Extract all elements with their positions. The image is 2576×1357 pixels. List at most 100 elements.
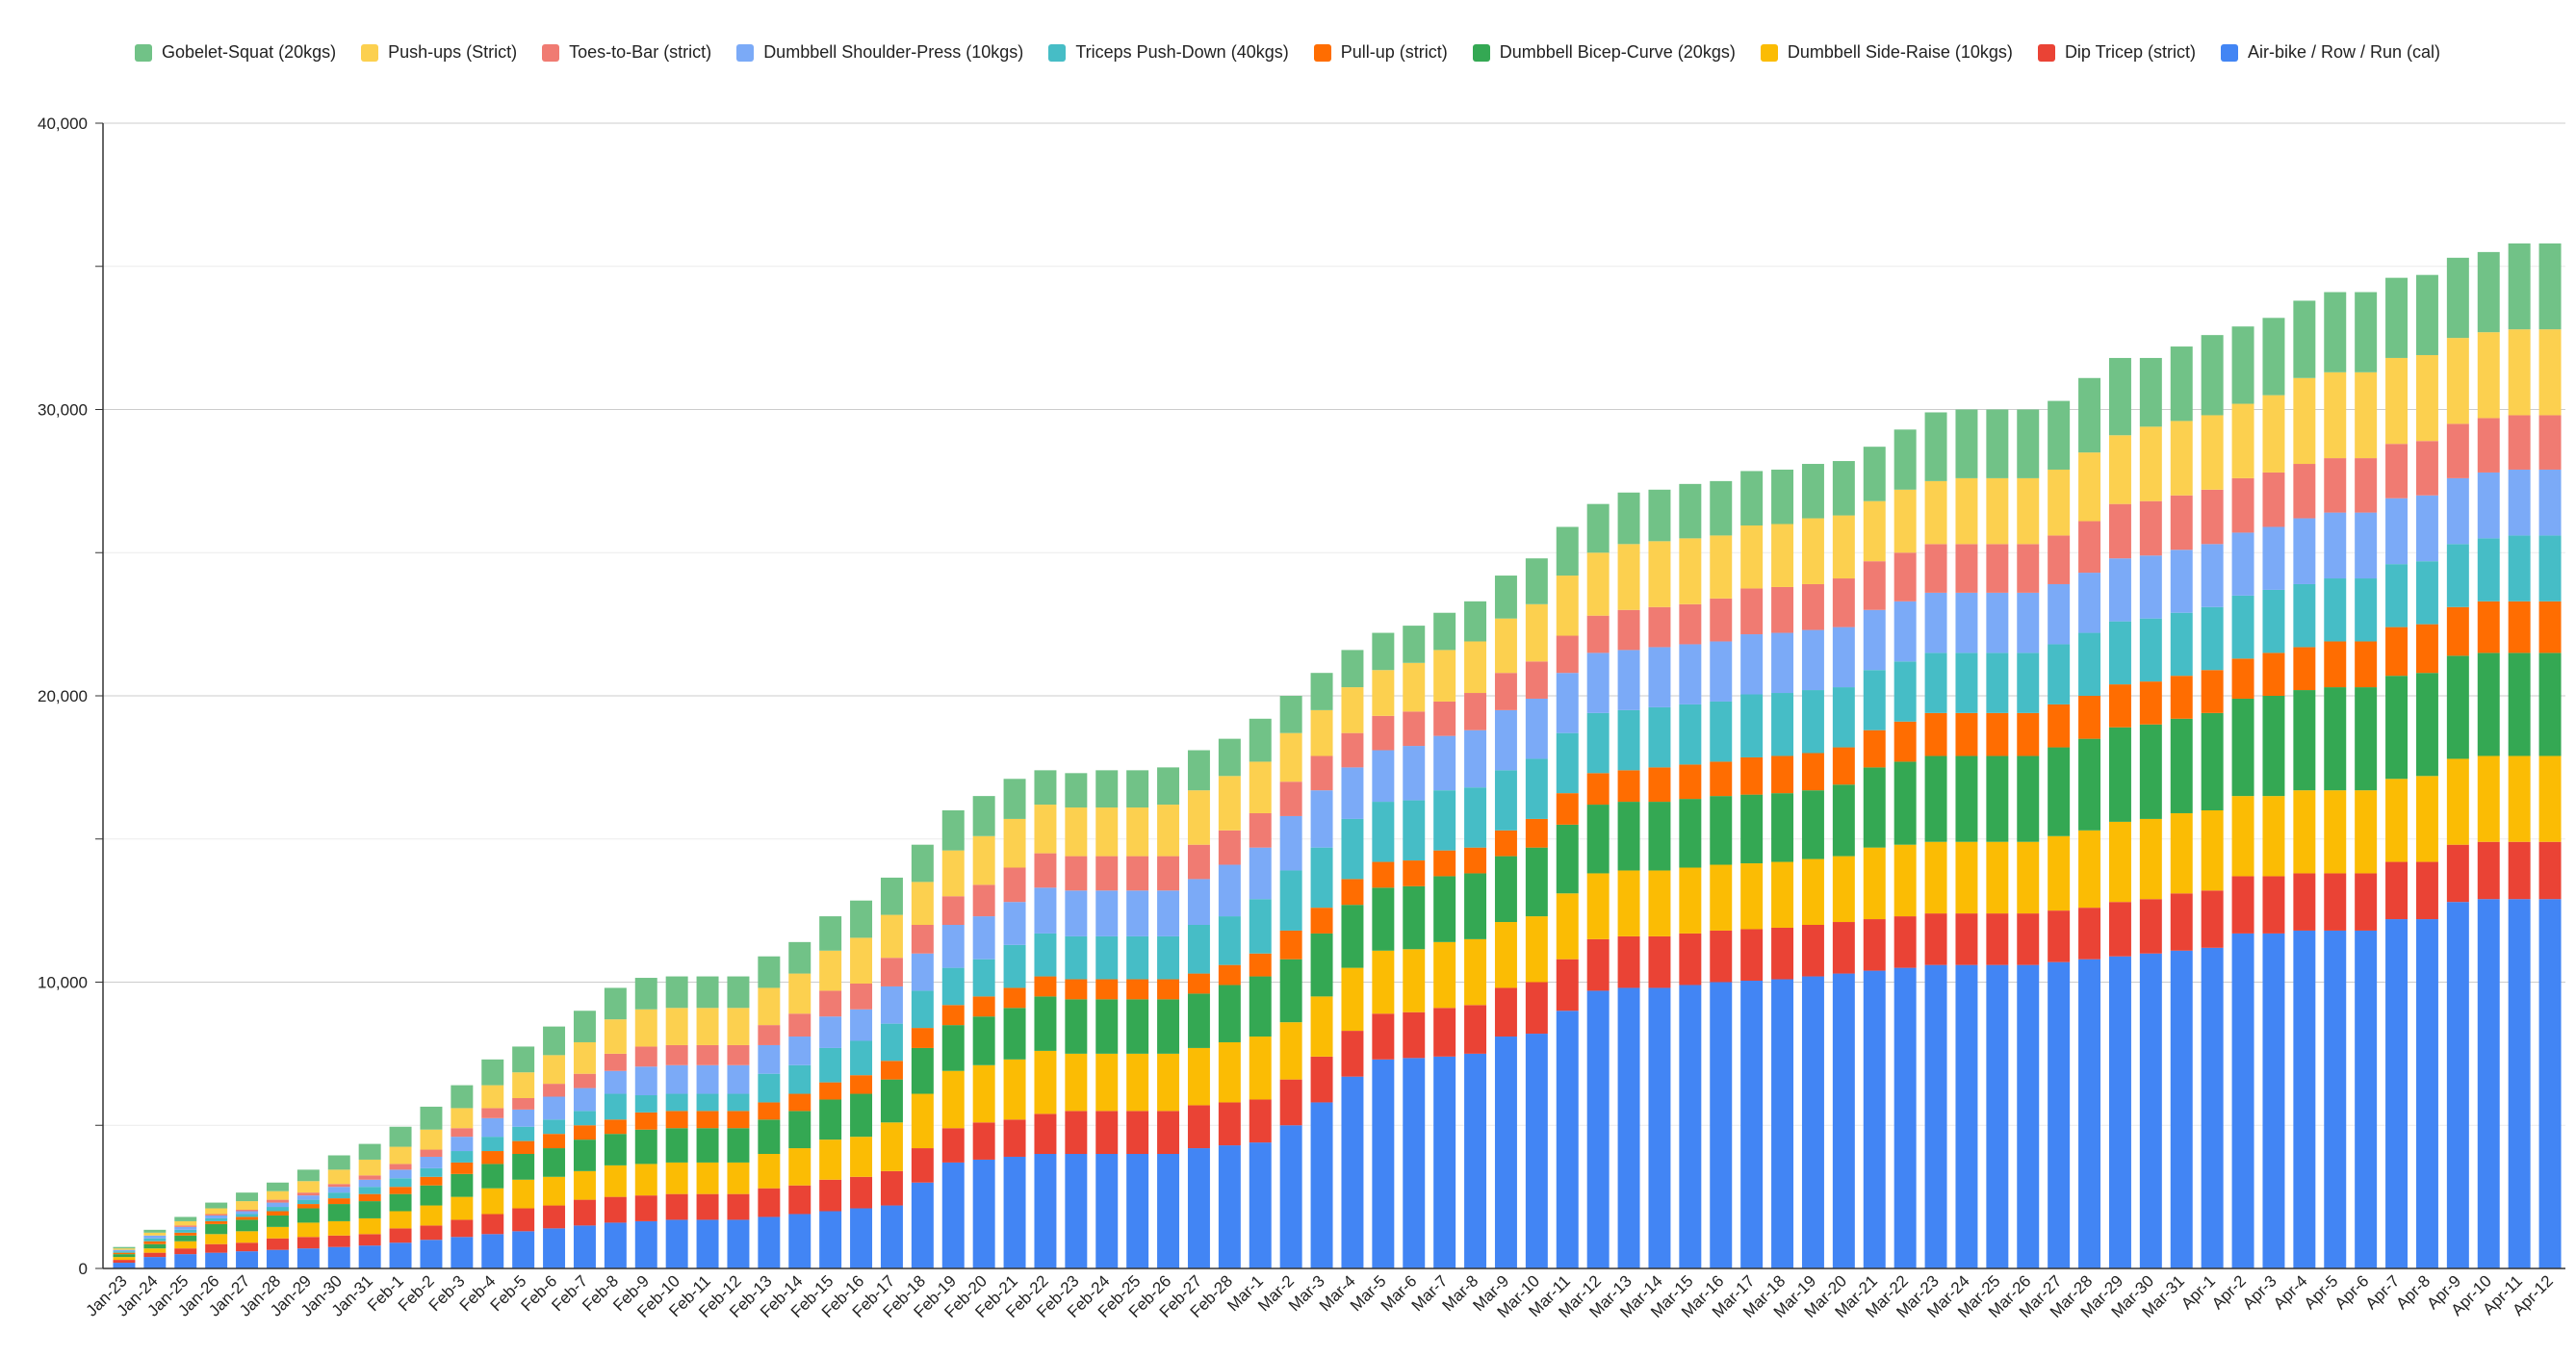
bar-segment [941,925,965,968]
bar-segment [1341,732,1364,768]
bar-segment [1065,999,1088,1054]
bar-segment [2048,583,2071,645]
bar-segment [1955,841,1978,914]
bar-segment [1065,807,1088,857]
bar-segment [2293,518,2316,584]
bar-segment [2293,790,2316,874]
bar-segment [2324,641,2347,688]
bar-segment [1832,627,1855,688]
bar-segment [2262,318,2285,396]
bar-segment [2078,959,2101,1268]
bar-segment [1279,732,1302,782]
bar-segment [727,1111,750,1129]
bar-segment [2170,893,2193,951]
legend-item[interactable]: Toes-to-Bar (strict) [542,42,711,63]
bar-segment [296,1192,320,1196]
bar-segment [2293,464,2316,519]
bar-segment [1218,1145,1241,1268]
bar-segment [266,1182,289,1191]
bar-segment [451,1219,474,1238]
bar-segment [1403,746,1426,801]
bar-segment [2231,658,2254,699]
bar-segment [1648,935,1671,988]
bar-segment [2415,861,2438,920]
bar-segment [911,844,934,883]
legend-item[interactable]: Pull-up (strict) [1313,42,1448,63]
bar-segment [2231,326,2254,404]
bar-segment [1494,830,1517,857]
bar-segment [2108,956,2131,1268]
bar-segment [604,1093,627,1120]
legend-item[interactable]: Dumbbell Shoulder-Press (10kgs) [736,42,1023,63]
bar-segment [1218,738,1241,777]
bar-segment [1065,935,1088,980]
bar-segment [1372,1059,1395,1268]
bar-segment [1771,755,1794,794]
bar-segment [665,1064,688,1094]
bar-segment [1893,761,1917,845]
bar-segment [1494,1037,1517,1268]
bar-segment [1924,653,1947,713]
bar-segment [1034,1114,1057,1154]
bar-segment [174,1220,197,1226]
bar-segment [911,882,934,925]
legend-item[interactable]: Dip Tricep (strict) [2037,42,2196,63]
bar-segment [1003,1059,1026,1120]
bar-segment [481,1108,504,1118]
bar-segment [2508,755,2531,842]
bar-segment [512,1126,535,1141]
bar-segment [236,1242,259,1252]
bar-segment [1556,732,1579,794]
legend-label: Dip Tricep (strict) [2064,42,2196,62]
bar-segment [1372,715,1395,751]
bar-segment [2477,653,2500,756]
bar-segment [1095,1154,1119,1268]
bar-segment [327,1220,350,1236]
legend-item[interactable]: Gobelet-Squat (20kgs) [135,42,336,63]
bar-segment [1433,701,1456,736]
legend-item[interactable]: Push-ups (Strict) [361,42,517,63]
bar-segment [1126,979,1149,1000]
bar-segment [1218,776,1241,831]
bar-segment [236,1211,259,1215]
bar-segment [2324,512,2347,579]
bar-segment [2201,489,2224,545]
legend-item[interactable]: Dumbbell Bicep-Curve (20kgs) [1472,42,1736,63]
bar-segment [1494,922,1517,988]
legend-item[interactable]: Air-bike / Row / Run (cal) [2220,42,2440,63]
bar-segment [1863,847,1886,920]
bar-segment [1003,818,1026,868]
bar-segment [113,1246,136,1249]
bar-segment [972,1064,995,1123]
bar-segment [758,1073,781,1103]
bar-segment [2415,274,2438,355]
bar-segment [327,1198,350,1205]
bar-segment [481,1151,504,1165]
bar-segment [1433,612,1456,651]
bar-segment [604,1196,627,1223]
bar-segment [1433,735,1456,791]
bar-segment [1310,790,1333,848]
bar-segment [2508,899,2531,1268]
bar-segment [113,1257,136,1261]
bar-segment [2170,612,2193,677]
bar-segment [512,1179,535,1209]
bar-segment [266,1199,289,1203]
legend-label: Dumbbell Shoulder-Press (10kgs) [763,42,1024,62]
legend-item[interactable]: Triceps Push-Down (40kgs) [1048,42,1289,63]
bar-segment [1310,996,1333,1057]
bar-segment [2538,329,2562,416]
legend-item[interactable]: Dumbbell Side-Raise (10kgs) [1760,42,2013,63]
bar-segment [850,983,873,1010]
legend-swatch [1472,43,1490,62]
bar-segment [481,1164,504,1189]
bar-segment [451,1128,474,1138]
bar-segment [1034,805,1057,854]
bar-segment [2017,592,2040,653]
bar-segment [758,1154,781,1189]
bar-segment [1157,979,1180,1000]
bar-segment [2508,469,2531,536]
bar-segment [2293,930,2316,1268]
bar-segment [634,1095,657,1113]
